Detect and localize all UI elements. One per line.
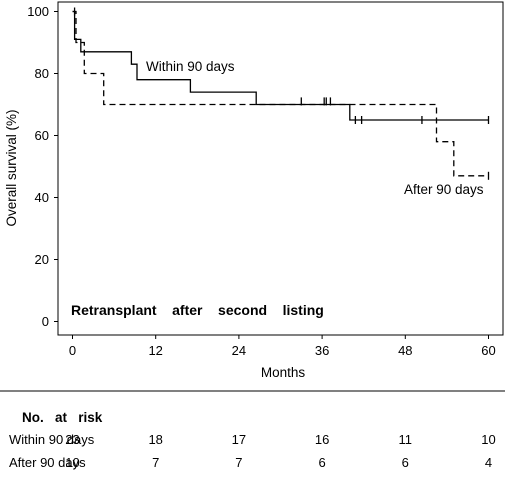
x-tick-label: 0 bbox=[69, 343, 76, 358]
x-tick-label: 36 bbox=[315, 343, 329, 358]
x-tick-label: 12 bbox=[148, 343, 162, 358]
y-tick-label: 0 bbox=[42, 314, 49, 329]
risk-row-label: After 90 days bbox=[9, 455, 86, 470]
y-axis: 0 20 40 60 80 100 bbox=[27, 4, 58, 329]
y-tick-label: 20 bbox=[35, 252, 49, 267]
y-tick-label: 40 bbox=[35, 190, 49, 205]
x-tick-label: 48 bbox=[398, 343, 412, 358]
risk-count: 18 bbox=[148, 432, 162, 447]
risk-row-label: Within 90 days bbox=[9, 432, 95, 447]
y-tick-label: 80 bbox=[35, 66, 49, 81]
risk-count: 11 bbox=[399, 432, 413, 447]
risk-count: 17 bbox=[232, 432, 246, 447]
y-tick-label: 100 bbox=[27, 4, 49, 19]
risk-count: 6 bbox=[318, 455, 325, 470]
x-axis: 0 12 24 36 48 60 bbox=[69, 335, 496, 358]
panel-label: Retransplant after second listing bbox=[71, 302, 324, 318]
risk-table-title: No. at risk bbox=[22, 410, 103, 425]
within-90-days-annotation: Within 90 days bbox=[146, 59, 235, 74]
risk-count: 23 bbox=[65, 432, 79, 447]
risk-count: 10 bbox=[65, 455, 79, 470]
plot-frame bbox=[57, 1, 504, 336]
risk-count: 7 bbox=[152, 455, 159, 470]
risk-count: 10 bbox=[481, 432, 495, 447]
y-axis-title: Overall survival (%) bbox=[4, 109, 19, 226]
plot-area bbox=[57, 1, 504, 336]
x-axis-title: Months bbox=[261, 365, 306, 380]
risk-count: 7 bbox=[235, 455, 242, 470]
risk-count: 16 bbox=[315, 432, 329, 447]
series-layer bbox=[72, 7, 490, 180]
x-tick-label: 60 bbox=[481, 343, 495, 358]
x-tick-label: 24 bbox=[232, 343, 246, 358]
risk-count: 4 bbox=[485, 455, 492, 470]
after-90-days-annotation: After 90 days bbox=[404, 182, 484, 197]
y-tick-label: 60 bbox=[35, 128, 49, 143]
risk-count: 6 bbox=[402, 455, 409, 470]
